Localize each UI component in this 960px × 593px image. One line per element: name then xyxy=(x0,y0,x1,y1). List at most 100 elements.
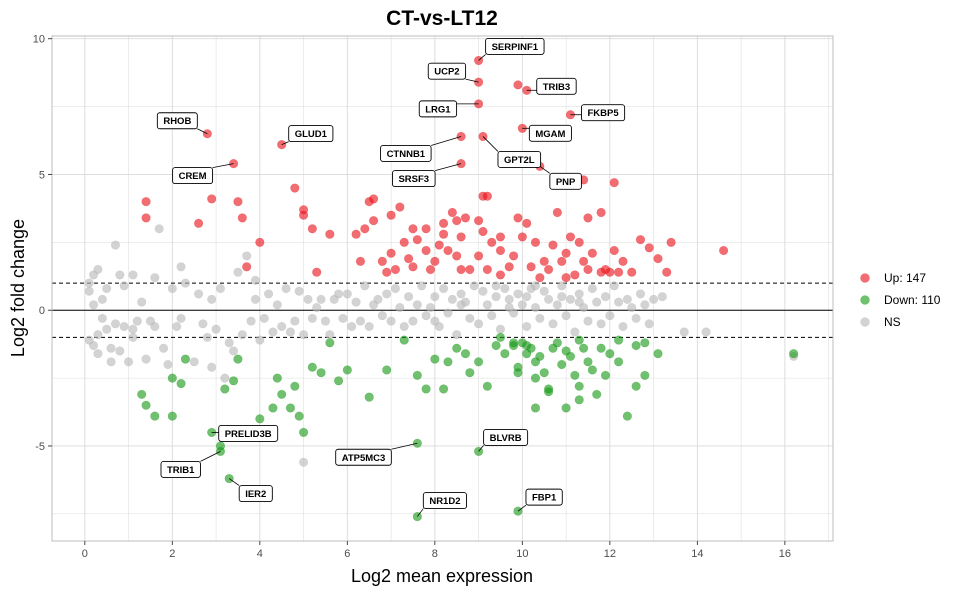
gene-label: GLUD1 xyxy=(288,125,334,143)
x-tick-label: 2 xyxy=(169,548,175,560)
point-down xyxy=(565,351,576,361)
point-down xyxy=(596,343,606,353)
point-ns xyxy=(320,316,331,326)
point-down xyxy=(167,373,177,383)
gene-label-text: FKBP5 xyxy=(587,108,619,119)
legend-swatch-down xyxy=(860,295,870,305)
point-ns xyxy=(535,313,545,323)
point-up xyxy=(425,264,436,275)
point-down xyxy=(574,395,584,405)
point-up xyxy=(609,178,619,188)
point-up xyxy=(526,262,536,272)
point-down xyxy=(255,414,265,424)
point-down xyxy=(272,373,282,383)
point-ns xyxy=(263,289,274,299)
gene-label: GPT2L xyxy=(497,151,542,168)
point-up xyxy=(368,216,379,226)
point-down xyxy=(552,338,562,348)
point-ns xyxy=(561,311,571,321)
point-up xyxy=(666,237,676,247)
point-up xyxy=(233,197,243,207)
point-ns xyxy=(377,311,387,321)
x-tick-label: 10 xyxy=(516,548,528,560)
point-ns xyxy=(469,281,479,291)
point-ns xyxy=(115,346,125,356)
gene-label: PRELID3B xyxy=(218,424,279,442)
point-up xyxy=(408,262,418,272)
point-ns xyxy=(298,330,309,340)
y-axis-title: Log2 fold change xyxy=(8,219,28,357)
point-ns xyxy=(631,313,641,323)
point-ns xyxy=(220,373,230,383)
gene-label: IER2 xyxy=(238,485,273,503)
point-up xyxy=(421,224,431,234)
gene-label-box xyxy=(418,100,458,118)
point-up xyxy=(430,256,440,266)
point-ns xyxy=(150,273,160,283)
gene-label-text: GPT2L xyxy=(504,155,535,166)
gene-label: TRIB1 xyxy=(160,460,201,478)
point-up xyxy=(583,213,593,223)
point-ns xyxy=(513,289,523,299)
point-ns xyxy=(548,319,558,329)
point-down xyxy=(495,332,506,342)
point-up xyxy=(395,202,405,212)
point-ns xyxy=(224,338,234,348)
point-down xyxy=(399,335,409,345)
point-down xyxy=(574,381,584,391)
point-up xyxy=(495,245,506,256)
point-ns xyxy=(180,278,191,288)
x-tick-label: 12 xyxy=(604,548,616,560)
point-up xyxy=(412,235,422,245)
point-down xyxy=(557,359,567,370)
point-down xyxy=(180,354,191,364)
gene-label-box xyxy=(392,170,436,188)
point-up xyxy=(644,243,654,253)
point-down xyxy=(150,411,160,421)
gene-label-box xyxy=(218,424,279,442)
gene-label-text: TRIB1 xyxy=(167,465,195,476)
point-ns xyxy=(259,313,269,323)
data-points xyxy=(84,55,799,522)
y-tick-label: 5 xyxy=(39,169,45,181)
point-ns xyxy=(417,281,427,291)
point-ns xyxy=(93,264,103,275)
gene-label-text: NR1D2 xyxy=(429,496,460,507)
gene-label: TRIB3 xyxy=(536,77,577,95)
point-down xyxy=(333,376,344,386)
point-down xyxy=(307,362,317,372)
point-ns xyxy=(530,281,541,291)
point-ns xyxy=(207,294,217,304)
point-ns xyxy=(587,283,597,294)
gene-label-box xyxy=(536,77,577,95)
point-up xyxy=(579,256,589,266)
gene-label-box xyxy=(380,145,432,162)
point-down xyxy=(653,349,663,359)
point-ns xyxy=(228,346,239,356)
point-up xyxy=(456,159,466,169)
gene-label-connector xyxy=(200,451,221,462)
point-ns xyxy=(88,300,99,310)
point-up xyxy=(504,262,514,272)
gene-label-text: RHOB xyxy=(163,116,191,127)
point-ns xyxy=(373,294,383,304)
point-up xyxy=(482,264,492,275)
point-ns xyxy=(355,316,366,326)
point-ns xyxy=(412,300,422,310)
gene-label-box xyxy=(238,485,273,503)
x-tick-label: 4 xyxy=(257,548,263,560)
point-down xyxy=(622,411,632,421)
point-ns xyxy=(128,270,138,280)
point-up xyxy=(513,80,523,90)
point-ns xyxy=(701,327,711,337)
gene-label: FKBP5 xyxy=(581,104,626,122)
point-ns xyxy=(141,354,151,364)
point-ns xyxy=(215,283,226,294)
point-ns xyxy=(250,294,261,304)
point-up xyxy=(456,264,466,275)
gene-label-box xyxy=(525,488,563,506)
gene-label-box xyxy=(160,460,201,478)
point-up xyxy=(443,245,453,256)
point-up xyxy=(557,256,567,266)
